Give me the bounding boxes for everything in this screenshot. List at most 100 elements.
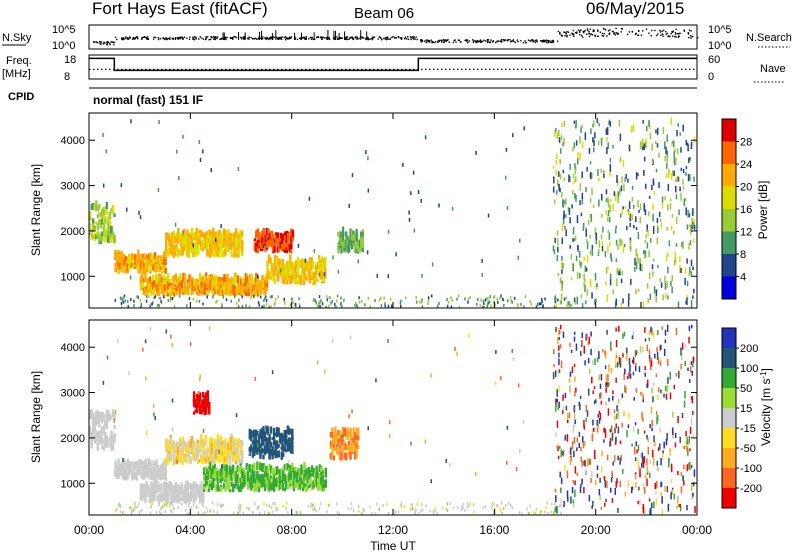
data-cell	[115, 263, 119, 271]
noise-cell	[622, 298, 624, 304]
data-cell	[265, 286, 269, 291]
noise-dot	[284, 38, 287, 41]
noise-dot	[403, 38, 406, 40]
data-cell	[155, 256, 158, 263]
ground-cell	[544, 297, 546, 301]
data-cell	[343, 247, 346, 252]
noise-dot	[615, 32, 618, 34]
noise-dot	[192, 38, 194, 40]
noise-cell	[622, 245, 625, 254]
noise-dot	[169, 38, 171, 41]
noise-dot	[122, 38, 124, 41]
data-cell	[104, 206, 107, 212]
noise-cell	[560, 360, 563, 369]
data-cell	[222, 483, 226, 489]
data-cell	[322, 263, 325, 269]
data-cell	[218, 291, 222, 297]
data-cell	[189, 456, 192, 464]
noise-dot	[199, 36, 202, 38]
data-cell	[169, 452, 172, 462]
data-cell	[196, 442, 200, 448]
noise-dot	[221, 37, 223, 40]
noise-dot	[337, 37, 340, 40]
noise-dot	[687, 32, 690, 34]
data-cell	[156, 276, 159, 285]
data-cell	[126, 465, 129, 471]
data-cell	[283, 431, 286, 440]
noise-cell	[624, 177, 626, 182]
data-cell	[132, 475, 135, 480]
noise-cell	[661, 196, 664, 203]
noise-dot	[635, 32, 637, 35]
data-cell	[263, 450, 267, 455]
data-cell	[212, 467, 215, 475]
noise-dot	[235, 37, 238, 39]
data-cell	[221, 468, 224, 476]
noise-dot	[567, 31, 570, 33]
data-cell	[224, 455, 227, 463]
data-cell	[361, 240, 364, 248]
data-cell	[251, 430, 255, 437]
data-cell	[98, 235, 101, 245]
data-cell	[239, 465, 242, 475]
data-cell	[228, 237, 232, 243]
noise-cell	[669, 392, 672, 400]
data-cell	[192, 252, 195, 257]
data-cell	[206, 455, 209, 462]
data-cell	[280, 484, 283, 489]
noise-cell	[609, 204, 611, 213]
data-cell	[144, 464, 148, 473]
data-cell	[334, 426, 337, 435]
data-cell	[153, 496, 156, 502]
noise-cell	[558, 336, 561, 340]
data-cell	[341, 241, 345, 247]
data-cell	[195, 250, 198, 255]
noise-dot	[323, 37, 325, 39]
noise-cell	[558, 358, 560, 366]
data-cell	[259, 242, 263, 249]
noise-dot	[484, 40, 487, 42]
data-cell	[307, 263, 310, 269]
data-cell	[197, 281, 200, 288]
data-cell	[212, 478, 215, 485]
noise-cell	[671, 427, 674, 435]
data-cell	[201, 454, 204, 464]
data-cell	[289, 254, 292, 263]
noise-cell	[675, 327, 678, 336]
data-cell	[224, 448, 227, 455]
data-cell	[169, 239, 172, 243]
noise-dot	[283, 36, 286, 39]
noise-cell	[692, 434, 695, 438]
data-cell	[199, 240, 203, 248]
noise-cell	[666, 281, 668, 288]
noise-dot	[438, 39, 440, 42]
data-cell	[308, 260, 312, 267]
noise-dot	[532, 41, 534, 43]
data-cell	[263, 432, 267, 441]
data-cell	[219, 450, 223, 456]
ground-cell	[399, 304, 402, 308]
noise-dot	[188, 38, 191, 40]
data-cell	[304, 263, 307, 272]
data-cell	[192, 440, 195, 448]
noise-cell	[693, 176, 695, 182]
noise-cell	[609, 278, 612, 286]
data-cell	[162, 286, 165, 292]
data-cell	[307, 466, 311, 474]
noise-dot	[355, 36, 357, 38]
noise-dot	[96, 42, 99, 44]
noise-cell	[619, 457, 621, 465]
data-cell	[335, 446, 339, 453]
noise-dot	[380, 37, 382, 40]
noise-dot	[617, 33, 620, 35]
ground-cell	[451, 298, 453, 302]
data-cell	[289, 429, 293, 434]
noise-dot	[552, 40, 555, 43]
noise-cell	[639, 263, 642, 271]
noise-cell	[593, 140, 595, 146]
data-cell	[222, 239, 226, 247]
data-cell	[225, 247, 229, 253]
data-cell	[294, 479, 297, 484]
data-cell	[303, 461, 306, 470]
data-cell	[224, 470, 227, 480]
